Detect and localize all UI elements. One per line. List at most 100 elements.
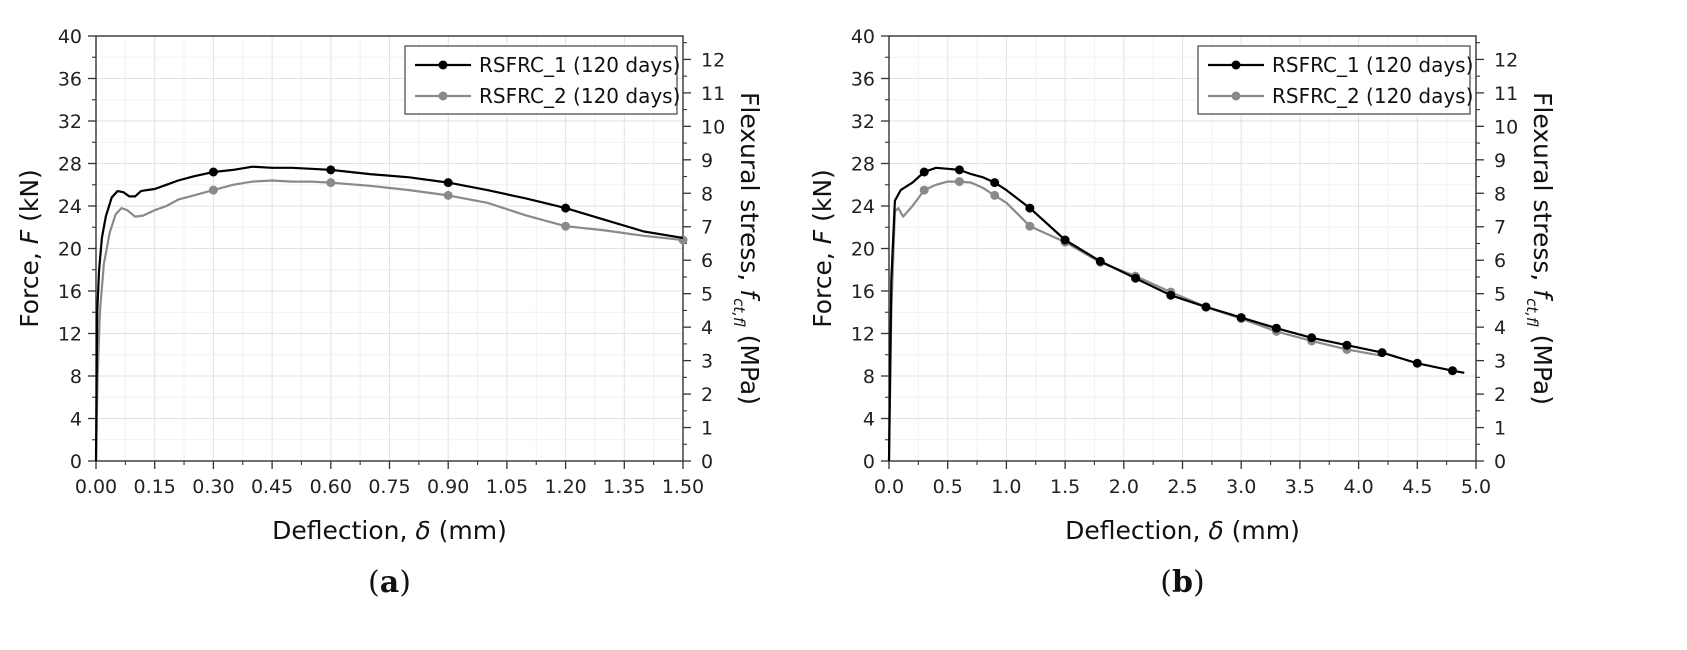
data-point [1095,256,1105,266]
x-tick-label: 0.60 [310,476,352,498]
y2-tick-label: 11 [1494,83,1518,105]
y-tick-label: 40 [851,26,875,48]
y2-tick-label: 6 [1494,250,1506,272]
x-axis-title-symbol: δ [1208,516,1223,545]
y2-tick-label: 6 [701,250,713,272]
y-axis-title-unit: (kN) [808,169,837,230]
x-tick-label: 3.0 [1226,476,1256,498]
y-tick-label: 4 [70,409,82,431]
y2-tick-label: 12 [701,49,725,71]
y-tick-label: 20 [58,239,82,261]
y2-tick-label: 9 [701,150,713,172]
legend: RSFRC_1 (120 days) RSFRC_2 (120 days) [1197,45,1473,115]
x-axis-title-text: Deflection, [272,516,415,545]
y2-tick-label: 4 [701,317,713,339]
data-point [954,165,964,175]
y2-tick-label: 0 [1494,451,1506,473]
x-tick-label: 0.0 [874,476,904,498]
legend-box [1197,45,1471,115]
y2-tick-label: 1 [701,418,713,440]
data-point [1412,358,1422,368]
y2-tick-label: 5 [701,284,713,306]
data-point [326,178,336,188]
panel-label-open: ( [1160,565,1172,600]
x-axis-title-unit: (mm) [431,516,507,545]
panel-label: (b) [1160,565,1204,600]
x-tick-label: 2.5 [1167,476,1197,498]
y-axis-title-unit: (kN) [15,169,44,230]
x-tick-label: 1.0 [991,476,1021,498]
x-tick-label: 1.35 [603,476,645,498]
data-point [919,185,929,195]
data-point [443,190,453,200]
y-axis-title-text: Force, [808,244,837,328]
chart-panel-a: 0.00 0.15 0.30 0.45 0.60 0.75 0.90 1.05 1.20 1.35… [15,26,764,600]
data-point [1166,290,1176,300]
x-axis-title: Deflection, δ (mm) [272,516,507,545]
y-axis-title: Force, F (kN) [15,169,44,328]
panel-label-close: ) [399,565,411,600]
y-tick-label: 36 [851,69,875,91]
legend-label: RSFRC_1 (120 days) [1272,53,1473,77]
y-tick-label: 28 [851,154,875,176]
y-tick-label: 20 [851,239,875,261]
x-axis-title-unit: (mm) [1224,516,1300,545]
data-point [208,167,218,177]
series-1 [94,165,684,462]
legend-box [404,45,678,115]
data-point [1271,323,1281,333]
y2-axis-title: Flexural stress, fct,fl (MPa) [730,92,764,405]
data-point [1377,348,1387,358]
y2-tick-label: 10 [1494,116,1518,138]
y-axis-title-symbol: F [15,229,44,244]
data-point [1025,203,1035,213]
y2-axis-title-subscript: ct,fl [1523,298,1541,327]
y-tick-label: 36 [58,69,82,91]
y2-tick-label: 2 [1494,384,1506,406]
x-tick-label: 1.05 [486,476,528,498]
y2-tick-label: 7 [701,217,713,239]
y2-axis-title-subscript: ct,fl [730,298,748,327]
data-point [990,178,1000,188]
x-axis-title: Deflection, δ (mm) [1065,516,1300,545]
y2-tick-label: 1 [1494,418,1506,440]
data-point [1201,302,1211,312]
y-tick-label: 24 [58,196,82,218]
y2-tick-label: 2 [701,384,713,406]
y-tick-label: 8 [863,366,875,388]
y-tick-label: 0 [863,451,875,473]
legend-swatch-marker [1231,91,1241,101]
data-point [919,167,929,177]
y-tick-label: 12 [58,324,82,346]
legend-swatch-marker [1231,60,1241,70]
y-axis-title-text: Force, [15,244,44,328]
y2-tick-label: 10 [701,116,725,138]
y-tick-label: 24 [851,196,875,218]
y2-tick-label: 3 [701,351,713,373]
y-tick-label: 12 [851,324,875,346]
y2-axis-title-text: Flexural stress, [1528,92,1557,289]
y2-axis-title-unit: (MPa) [735,327,764,405]
x-tick-label: 4.5 [1402,476,1432,498]
x-tick-label: 5.0 [1461,476,1491,498]
y2-axis-title: Flexural stress, fct,fl (MPa) [1523,92,1557,405]
x-tick-label: 0.30 [192,476,234,498]
data-point [326,165,336,175]
x-axis-title-symbol: δ [415,516,430,545]
y-axis-title: Force, F (kN) [808,169,837,328]
y-tick-label: 32 [58,111,82,133]
data-point [1448,366,1458,376]
legend-label: RSFRC_1 (120 days) [479,53,680,77]
data-point [208,185,218,195]
data-point [1342,340,1352,350]
data-point [1060,235,1070,245]
y2-tick-label: 8 [1494,183,1506,205]
y2-tick-label: 7 [1494,217,1506,239]
data-point [443,178,453,188]
y-tick-label: 40 [58,26,82,48]
data-point [561,221,571,231]
panel-label-close: ) [1193,565,1205,600]
x-tick-label: 0.5 [933,476,963,498]
y2-tick-label: 3 [1494,351,1506,373]
chart-panel-b: 0.0 0.5 1.0 1.5 2.0 2.5 3.0 3.5 4.0 4.5 5.00481216… [808,26,1557,600]
